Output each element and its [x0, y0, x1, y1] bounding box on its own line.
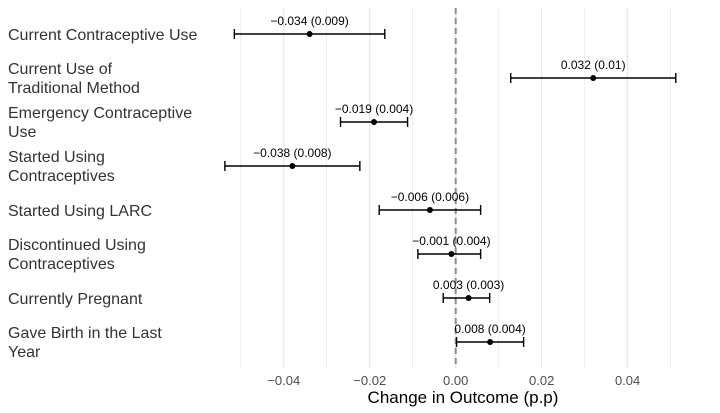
category-label-7: Gave Birth in the Last Year — [8, 325, 162, 361]
point-estimate — [487, 339, 494, 345]
data-label: −0.038 (0.008) — [253, 146, 331, 160]
x-tick-label: 0.04 — [615, 373, 640, 388]
estimate-0: −0.034 (0.009) — [233, 14, 386, 39]
category-label-line: Gave Birth in the Last — [8, 325, 162, 342]
category-label-line: Use — [8, 124, 37, 141]
estimate-2: −0.019 (0.004) — [335, 102, 413, 127]
data-label: 0.032 (0.01) — [561, 58, 626, 72]
category-label-line: Current Use of — [8, 61, 113, 78]
estimate-6: 0.003 (0.003) — [433, 278, 504, 303]
category-label-line: Year — [8, 344, 41, 361]
estimate-7: 0.008 (0.004) — [454, 322, 526, 347]
x-axis-ticks: −0.04 −0.02 0.00 0.02 0.04 — [267, 373, 640, 388]
category-label-line: Discontinued Using — [8, 237, 146, 254]
data-label: 0.003 (0.003) — [433, 278, 504, 292]
category-label-line: Contraceptives — [8, 168, 115, 185]
data-label: −0.019 (0.004) — [335, 102, 413, 116]
data-label: −0.034 (0.009) — [270, 14, 348, 28]
category-label-line: Started Using LARC — [8, 203, 152, 220]
category-label-2: Emergency Contraceptive Use — [8, 105, 192, 141]
estimates: −0.034 (0.009) 0.032 (0.01) −0.019 (0.004)… — [224, 14, 677, 347]
point-estimate — [289, 163, 296, 169]
category-label-1: Current Use of Traditional Method — [8, 61, 140, 97]
category-label-line: Traditional Method — [8, 80, 140, 97]
category-label-0: Current Contraceptive Use — [8, 27, 198, 44]
x-tick-label: −0.04 — [267, 373, 300, 388]
estimate-5: −0.001 (0.004) — [412, 234, 491, 259]
x-axis-title: Change in Outcome (p.p) — [368, 388, 559, 407]
category-label-3: Started Using Contraceptives — [8, 149, 115, 185]
data-label: −0.006 (0.006) — [391, 190, 469, 204]
category-label-line: Current Contraceptive Use — [8, 27, 198, 44]
point-estimate — [371, 119, 378, 125]
estimate-4: −0.006 (0.006) — [378, 190, 482, 215]
category-label-line: Currently Pregnant — [8, 291, 143, 308]
category-labels: Current Contraceptive Use Current Use of T… — [8, 27, 198, 361]
point-estimate — [465, 295, 472, 301]
x-tick-label: 0.02 — [529, 373, 554, 388]
point-estimate — [590, 75, 597, 81]
category-label-6: Currently Pregnant — [8, 291, 143, 308]
data-label: −0.001 (0.004) — [412, 234, 490, 248]
category-label-line: Emergency Contraceptive — [8, 105, 192, 122]
category-label-line: Started Using — [8, 149, 105, 166]
point-estimate — [306, 31, 313, 37]
x-tick-label: −0.02 — [353, 373, 386, 388]
point-estimate — [448, 251, 455, 257]
x-tick-label: 0.00 — [443, 373, 468, 388]
estimate-1: 0.032 (0.01) — [510, 58, 677, 83]
point-estimate — [426, 207, 433, 213]
category-label-5: Discontinued Using Contraceptives — [8, 237, 146, 273]
estimate-3: −0.038 (0.008) — [224, 146, 361, 171]
data-label: 0.008 (0.004) — [454, 322, 525, 336]
category-label-4: Started Using LARC — [8, 203, 152, 220]
category-label-line: Contraceptives — [8, 256, 115, 273]
